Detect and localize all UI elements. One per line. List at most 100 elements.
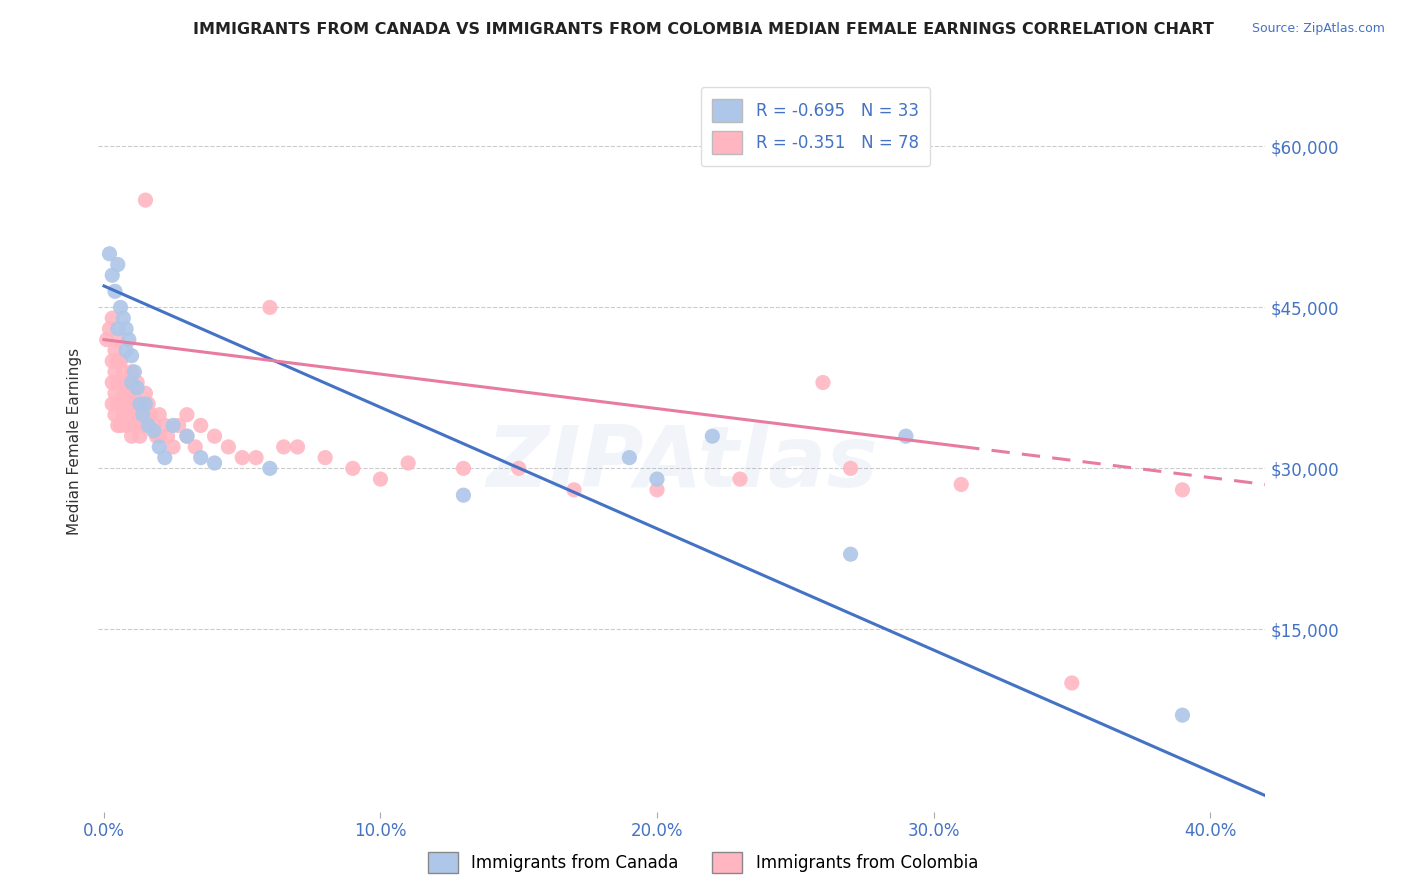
Point xyxy=(259,301,281,315)
Point xyxy=(107,322,129,336)
Point xyxy=(110,301,132,315)
Point xyxy=(104,365,127,379)
Point xyxy=(118,333,141,347)
Point xyxy=(562,483,585,497)
Point xyxy=(453,461,475,475)
Point xyxy=(619,450,641,465)
Point xyxy=(134,408,156,422)
Text: IMMIGRANTS FROM CANADA VS IMMIGRANTS FROM COLOMBIA MEDIAN FEMALE EARNINGS CORREL: IMMIGRANTS FROM CANADA VS IMMIGRANTS FRO… xyxy=(193,22,1213,37)
Legend: Immigrants from Canada, Immigrants from Colombia: Immigrants from Canada, Immigrants from … xyxy=(422,846,984,880)
Point xyxy=(156,429,179,443)
Point xyxy=(121,386,143,401)
Point xyxy=(145,429,167,443)
Point xyxy=(107,333,129,347)
Point xyxy=(127,381,149,395)
Point xyxy=(645,472,668,486)
Point xyxy=(127,397,149,411)
Point xyxy=(124,365,146,379)
Point xyxy=(104,386,127,401)
Point xyxy=(134,193,156,207)
Point xyxy=(107,397,129,411)
Point xyxy=(1060,676,1083,690)
Point xyxy=(839,461,862,475)
Point xyxy=(811,376,834,390)
Point xyxy=(121,376,143,390)
Point xyxy=(148,408,170,422)
Point xyxy=(110,354,132,368)
Point xyxy=(167,418,190,433)
Point xyxy=(118,386,141,401)
Point xyxy=(314,450,336,465)
Point xyxy=(129,397,152,411)
Point xyxy=(148,429,170,443)
Point xyxy=(1171,708,1194,723)
Point xyxy=(342,461,364,475)
Point xyxy=(112,365,135,379)
Point xyxy=(115,376,138,390)
Point xyxy=(129,408,152,422)
Point xyxy=(136,418,159,433)
Point xyxy=(107,354,129,368)
Point xyxy=(101,397,124,411)
Point xyxy=(728,472,751,486)
Point xyxy=(204,456,226,470)
Point xyxy=(508,461,530,475)
Point xyxy=(702,429,724,443)
Legend: R = -0.695   N = 33, R = -0.351   N = 78: R = -0.695 N = 33, R = -0.351 N = 78 xyxy=(700,87,931,166)
Point xyxy=(217,440,239,454)
Point xyxy=(129,429,152,443)
Point xyxy=(950,477,973,491)
Point xyxy=(153,450,176,465)
Point xyxy=(839,547,862,561)
Point xyxy=(118,408,141,422)
Point xyxy=(190,450,212,465)
Point xyxy=(139,408,162,422)
Point xyxy=(112,386,135,401)
Point xyxy=(121,349,143,363)
Point xyxy=(162,418,184,433)
Point xyxy=(101,268,124,283)
Point xyxy=(96,333,118,347)
Point xyxy=(134,397,156,411)
Point xyxy=(131,397,153,411)
Point xyxy=(1171,483,1194,497)
Point xyxy=(112,408,135,422)
Point xyxy=(273,440,295,454)
Point xyxy=(131,418,153,433)
Point xyxy=(162,440,184,454)
Point xyxy=(104,285,127,299)
Point xyxy=(107,258,129,272)
Point xyxy=(231,450,253,465)
Point xyxy=(121,365,143,379)
Point xyxy=(110,397,132,411)
Point xyxy=(98,246,121,260)
Point xyxy=(370,472,392,486)
Point xyxy=(107,418,129,433)
Point xyxy=(176,429,198,443)
Point xyxy=(101,311,124,326)
Point xyxy=(104,408,127,422)
Point xyxy=(453,488,475,502)
Point xyxy=(245,450,267,465)
Point xyxy=(115,397,138,411)
Point xyxy=(98,322,121,336)
Point xyxy=(184,440,207,454)
Point xyxy=(112,311,135,326)
Point xyxy=(121,408,143,422)
Point xyxy=(204,429,226,443)
Point xyxy=(134,386,156,401)
Point xyxy=(153,418,176,433)
Point xyxy=(645,483,668,497)
Point xyxy=(124,418,146,433)
Text: ZIPAtlas: ZIPAtlas xyxy=(486,422,877,505)
Point xyxy=(259,461,281,475)
Point xyxy=(190,418,212,433)
Point xyxy=(115,343,138,358)
Point xyxy=(115,418,138,433)
Point xyxy=(176,408,198,422)
Point xyxy=(142,424,165,438)
Point xyxy=(101,376,124,390)
Point xyxy=(104,343,127,358)
Point xyxy=(136,397,159,411)
Point xyxy=(124,397,146,411)
